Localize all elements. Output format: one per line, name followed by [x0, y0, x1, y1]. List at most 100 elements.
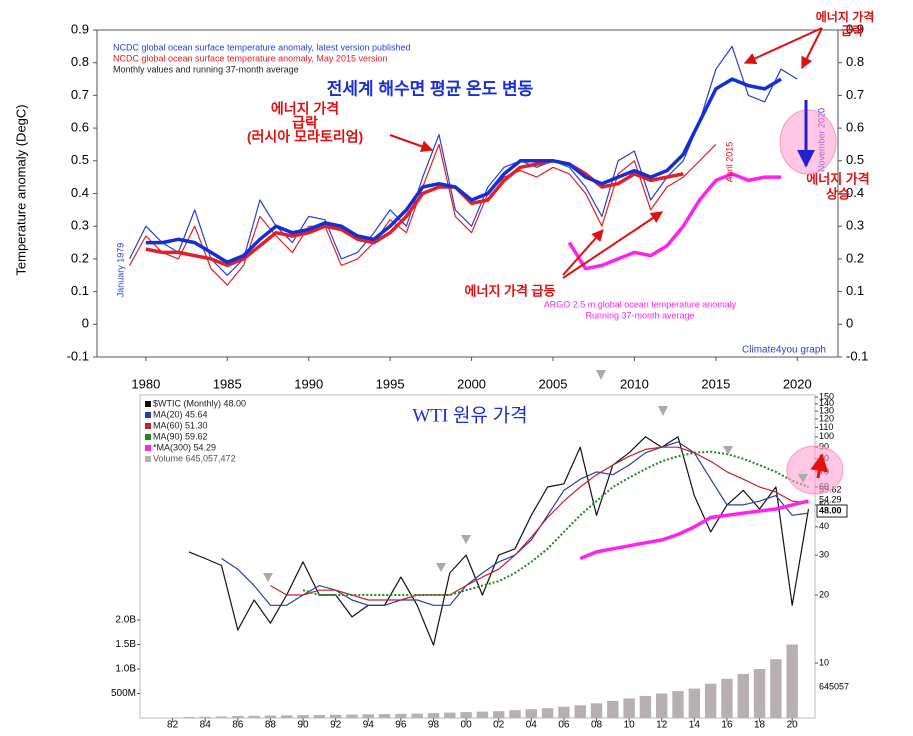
volume-bar — [395, 713, 407, 718]
legend-swatch — [145, 445, 151, 451]
annotation: 에너지 가격 급등 — [465, 283, 556, 298]
y2-tick-label: 0.3 — [846, 218, 864, 233]
volume-bar — [639, 695, 652, 718]
argo-note: Running 37-month average — [585, 310, 694, 320]
legend-note: Monthly values and running 37-month aver… — [113, 64, 299, 74]
y-tick-label: 0.6 — [71, 120, 89, 135]
annotation: 상승 — [826, 186, 850, 201]
x-tick-label: 98 — [428, 720, 440, 731]
volume-bar — [525, 709, 538, 718]
y-tick-label: 10 — [819, 657, 829, 667]
volume-bar — [297, 715, 309, 718]
volume-bar — [688, 688, 701, 718]
annotation: 에너지 가격 — [271, 101, 339, 117]
volume-bar — [509, 710, 521, 718]
annotation: April 2015 — [724, 142, 734, 183]
y2-tick-label: 2.0B — [115, 615, 136, 626]
x-tick-label: 84 — [200, 720, 212, 731]
y-tick-label: 120 — [819, 413, 834, 423]
annotation: (러시아 모라토리엄) — [247, 129, 363, 145]
arrow — [562, 211, 663, 279]
y-tick-label: 90 — [819, 442, 829, 452]
volume-bar — [770, 659, 782, 718]
x-tick-label: 90 — [297, 720, 309, 731]
x-tick-label: 2000 — [457, 376, 486, 391]
x-tick-label: 08 — [591, 720, 603, 731]
legend-swatch — [145, 401, 151, 407]
y2-tick-label: 0.7 — [846, 87, 864, 102]
volume-bar — [492, 711, 505, 718]
legend-entry: *MA(300) 54.29 — [153, 442, 216, 452]
y-tick-label: 0.4 — [71, 185, 89, 200]
y-tick-label: 0 — [82, 316, 89, 331]
volume-bar — [721, 678, 733, 718]
volume-bar — [607, 700, 619, 718]
annotation: 급락 — [841, 24, 863, 38]
annotation: 급락 — [292, 115, 318, 131]
volume-bar — [704, 683, 717, 718]
y-tick-label: -0.1 — [67, 348, 89, 363]
volume-bar — [427, 713, 440, 718]
x-tick-label: 12 — [656, 720, 668, 731]
x-tick-label: 2005 — [539, 376, 568, 391]
y-tick-label: 0.2 — [71, 250, 89, 265]
volume-bar — [183, 717, 195, 718]
volume-bar — [215, 716, 228, 718]
legend-swatch — [145, 412, 151, 418]
y-tick-label: 30 — [819, 550, 829, 560]
x-tick-label: 06 — [558, 720, 570, 731]
volume-bar — [672, 691, 684, 718]
legend-entry: NCDC global ocean surface temperature an… — [113, 53, 387, 63]
y2-tick-label: 0.6 — [846, 120, 864, 135]
x-tick-label: 00 — [461, 720, 473, 731]
y-tick-label: 0.3 — [71, 218, 89, 233]
last-value-label: 645057 — [819, 681, 849, 691]
legend-entry: NCDC global ocean surface temperature an… — [113, 42, 411, 52]
y2-tick-label: 0.2 — [846, 250, 864, 265]
y-tick-label: 0.8 — [71, 54, 89, 69]
arrow — [389, 134, 434, 153]
x-tick-label: 1985 — [213, 376, 242, 391]
volume-bar — [541, 708, 554, 718]
y2-tick-label: 0 — [846, 316, 853, 331]
arrow — [801, 27, 823, 70]
last-value-label: 48.00 — [819, 505, 842, 515]
x-tick-label: 86 — [232, 720, 244, 731]
annotation: 에너지 가격 — [806, 171, 869, 186]
y2-tick-label: 1.5B — [115, 639, 136, 650]
y-tick-label: 0.1 — [71, 283, 89, 298]
x-tick-label: 2015 — [701, 376, 730, 391]
legend-entry: MA(60) 51.30 — [153, 420, 208, 430]
y-tick-label: 20 — [819, 589, 829, 599]
y-tick-label: 110 — [819, 422, 833, 432]
last-value-label: 54.29 — [819, 494, 842, 504]
x-tick-label: 10 — [624, 720, 636, 731]
y2-tick-label: 1.0B — [115, 664, 136, 675]
arrow — [562, 229, 604, 276]
volume-bar — [362, 714, 374, 718]
volume-bar — [753, 669, 766, 718]
y2-tick-label: 0.8 — [846, 54, 864, 69]
volume-bar — [346, 714, 358, 718]
y-tick-label: 130 — [819, 405, 834, 415]
highlight — [786, 445, 844, 495]
legend-entry: MA(20) 45.64 — [153, 409, 208, 419]
series-line — [270, 446, 809, 601]
y2-tick-label: 0.5 — [846, 152, 864, 167]
series-line — [145, 77, 782, 264]
y-tick-label: 40 — [819, 521, 829, 531]
volume-bar — [281, 715, 293, 718]
series-line — [302, 450, 809, 596]
volume-bar — [574, 705, 586, 718]
y-tick-label: 50 — [819, 499, 829, 509]
x-tick-label: 92 — [330, 720, 342, 731]
x-tick-label: 20 — [787, 720, 799, 731]
volume-bar — [476, 711, 489, 718]
x-tick-label: 1995 — [376, 376, 405, 391]
x-tick-label: 96 — [395, 720, 407, 731]
volume-bar — [558, 706, 570, 718]
y-tick-label: 0.7 — [71, 87, 89, 102]
annotation: 에너지 가격 — [816, 9, 875, 24]
